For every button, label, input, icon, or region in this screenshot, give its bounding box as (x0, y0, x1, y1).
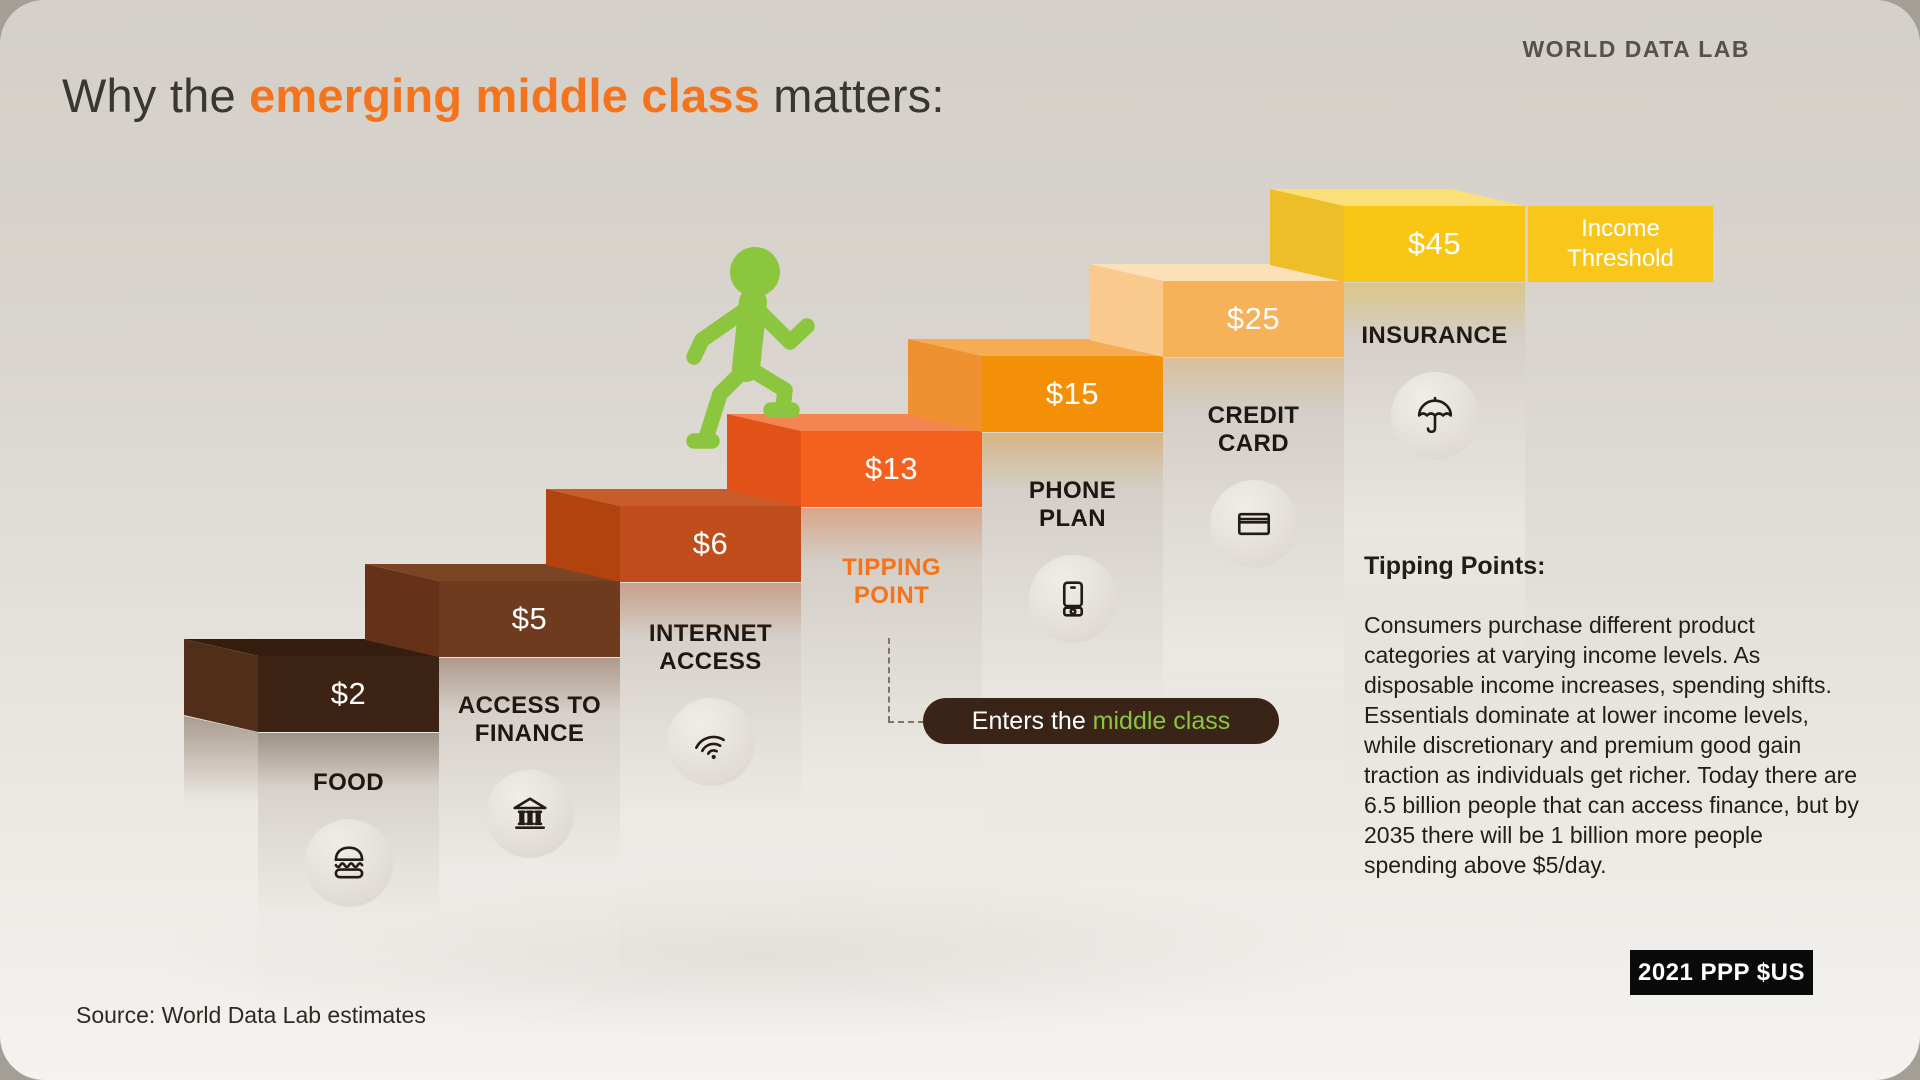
title-pre: Why the (62, 69, 250, 122)
pillar-access-to-finance: ACCESS TO FINANCE (439, 658, 620, 992)
brand-logo: WORLD DATA LAB (1522, 36, 1750, 62)
step-top-face (546, 489, 801, 506)
step-top-face (908, 339, 1163, 356)
step-front-face: $15 (982, 356, 1163, 432)
step-reflection (801, 508, 982, 562)
step-side-face (184, 639, 258, 732)
pillar-phone-plan: PHONE PLAN (982, 433, 1163, 887)
pillar-credit-card: CREDIT CARD (1163, 358, 1344, 827)
category-label-food: FOOD (258, 769, 439, 797)
umbrella-icon (1390, 372, 1479, 460)
tipping-point-connector-vertical (888, 638, 890, 722)
category-label-access-to-finance: ACCESS TO FINANCE (458, 692, 601, 747)
enters-middle-class-pill: Enters the middle class (923, 698, 1279, 744)
price-label: $6 (692, 526, 729, 561)
pill-text-highlight: middle class (1092, 706, 1231, 735)
step-reflection (439, 658, 620, 712)
category-label-phone-plan: PHONE PLAN (1028, 477, 1117, 532)
page-title: Why the emerging middle class matters: (62, 68, 945, 123)
step-reflection (982, 433, 1163, 487)
step-side-face (1089, 264, 1163, 357)
title-post: matters: (760, 69, 945, 122)
category-label-credit-card: CREDIT CARD (1207, 402, 1300, 457)
step-reflection (258, 733, 439, 787)
step-reflection (1163, 358, 1344, 412)
price-label: $25 (1226, 301, 1281, 336)
tipping-points-panel: Tipping Points: Consumers purchase diffe… (1364, 552, 1859, 880)
title-highlight: emerging middle class (249, 69, 761, 122)
pillar-food: FOOD (258, 733, 439, 1029)
step-top-face (727, 414, 982, 431)
category-label-internet-access: INTERNET ACCESS (649, 620, 772, 675)
step-side-face (908, 339, 982, 432)
tipping-point-connector-horizontal (888, 721, 924, 723)
price-label: $15 (1045, 376, 1100, 411)
pill-text-pre: Enters the (971, 706, 1093, 735)
step-reflection (620, 583, 801, 637)
step-front-face: $45 (1344, 206, 1525, 282)
step-reflection (184, 716, 258, 802)
step-front-face: $5 (439, 581, 620, 657)
bank-icon (485, 770, 574, 858)
step-side-face (546, 489, 620, 582)
source-note: Source: World Data Lab estimates (76, 1002, 426, 1028)
step-side-face (1270, 189, 1344, 282)
step-top-face (365, 564, 620, 581)
price-label: $13 (864, 451, 919, 486)
price-label: $5 (511, 601, 548, 636)
tipping-point-label: TIPPING POINT (842, 554, 941, 609)
pillar-insurance: INSURANCE (1344, 283, 1525, 682)
phone-icon (1028, 555, 1117, 643)
price-label: $45 (1407, 226, 1462, 261)
burger-icon (304, 819, 393, 907)
step-front-face: $13 (801, 431, 982, 507)
step-side-face (727, 414, 801, 507)
price-label: $2 (330, 676, 367, 711)
income-threshold-box: Income Threshold (1528, 206, 1713, 282)
credit-card-icon (1209, 480, 1298, 568)
category-label-insurance: INSURANCE (1344, 322, 1525, 350)
tipping-points-heading: Tipping Points: (1364, 552, 1546, 580)
step-front-face: $2 (258, 656, 439, 732)
step-top-face (1270, 189, 1525, 206)
step-top-face (184, 639, 439, 656)
tipping-points-body: Consumers purchase different product cat… (1364, 612, 1859, 878)
step-reflection (1344, 283, 1525, 337)
ppp-badge: 2021 PPP $US (1630, 950, 1813, 995)
pillar-internet-access: INTERNET ACCESS (620, 583, 801, 950)
step-front-face: $6 (620, 506, 801, 582)
wifi-icon (666, 698, 755, 786)
climbing-person-figure (686, 247, 815, 449)
step-top-face (1089, 264, 1344, 281)
step-front-face: $25 (1163, 281, 1344, 357)
step-side-face (365, 564, 439, 657)
